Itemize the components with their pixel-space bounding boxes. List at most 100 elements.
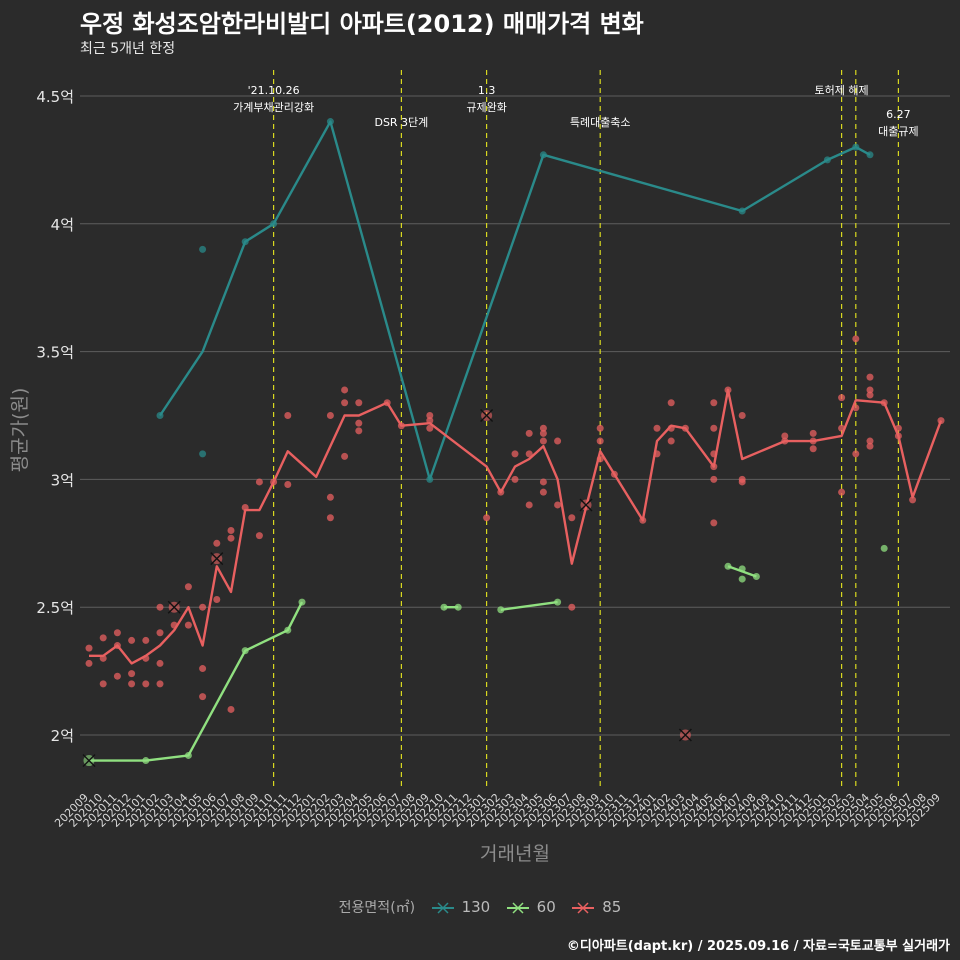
data-point-85 — [142, 654, 150, 662]
y-tick-label: 4억 — [51, 216, 74, 234]
data-point-85 — [426, 424, 434, 432]
event-label: 대출규제 — [878, 125, 918, 138]
data-point-85 — [866, 386, 874, 394]
data-point-85 — [355, 419, 363, 427]
event-label: DSR 3단계 — [374, 116, 428, 129]
legend-item-85: 85 — [570, 898, 621, 916]
data-point-85 — [809, 445, 817, 453]
data-point-85 — [568, 603, 576, 611]
data-point-85 — [284, 412, 292, 419]
data-point-60 — [880, 544, 888, 552]
data-point-85 — [539, 437, 547, 445]
data-point-85 — [128, 636, 136, 644]
data-point-130 — [241, 238, 249, 246]
data-point-130 — [823, 156, 831, 164]
source-caption: ©디아파트(dapt.kr) / 2025.09.16 / 자료=국토교통부 실… — [566, 939, 950, 954]
data-point-85 — [213, 596, 221, 604]
data-point-130 — [426, 475, 434, 483]
data-point-85 — [326, 412, 334, 419]
data-point-85 — [355, 399, 363, 407]
data-point-85 — [710, 519, 718, 527]
data-point-85 — [937, 417, 945, 425]
data-point-85 — [355, 427, 363, 435]
data-point-130 — [156, 412, 164, 419]
x-axis-title: 거래년월 — [480, 843, 550, 865]
data-point-85 — [667, 437, 675, 445]
chart-subtitle: 최근 5개년 한정 — [80, 41, 176, 57]
data-point-85 — [866, 373, 874, 381]
data-point-85 — [99, 654, 107, 662]
data-point-85 — [241, 504, 249, 512]
data-point-130 — [539, 151, 547, 159]
data-point-130 — [199, 245, 207, 253]
series-line-85 — [89, 388, 943, 665]
legend: 전용면적(㎡) 130 60 85 — [0, 897, 960, 917]
data-point-85 — [667, 424, 675, 432]
data-point-85 — [568, 514, 576, 522]
data-point-85 — [426, 412, 434, 419]
data-point-130 — [199, 450, 207, 458]
data-point-85 — [142, 636, 150, 644]
data-point-60 — [554, 598, 562, 606]
data-point-85 — [781, 432, 789, 440]
series-line-60 — [500, 600, 558, 611]
data-point-85 — [781, 437, 789, 445]
data-point-85 — [511, 450, 519, 458]
data-point-60 — [738, 565, 746, 573]
data-point-85 — [156, 659, 164, 667]
data-point-85 — [511, 475, 519, 483]
event-label: 1.3 — [478, 84, 496, 97]
data-point-85 — [866, 442, 874, 450]
data-point-85 — [227, 705, 235, 713]
data-point-85 — [255, 478, 263, 486]
data-point-85 — [85, 659, 93, 667]
data-point-85 — [724, 386, 732, 394]
data-point-85 — [653, 424, 661, 432]
data-point-60 — [497, 606, 505, 614]
data-point-85 — [710, 450, 718, 458]
data-point-85 — [341, 452, 349, 460]
data-point-85 — [681, 424, 689, 432]
data-point-85 — [710, 475, 718, 483]
y-tick-label: 4.5억 — [36, 88, 74, 106]
data-point-85 — [199, 603, 207, 611]
legend-key-130 — [431, 902, 454, 914]
data-point-85 — [99, 680, 107, 688]
legend-label-60: 60 — [536, 898, 556, 916]
data-point-85 — [852, 450, 860, 458]
data-point-85 — [156, 629, 164, 637]
legend-key-60 — [506, 902, 529, 914]
y-tick-label: 3.5억 — [36, 344, 74, 362]
data-point-85 — [639, 516, 647, 524]
data-point-85 — [525, 501, 533, 509]
data-point-85 — [539, 488, 547, 496]
data-point-85 — [284, 481, 292, 489]
data-point-85 — [596, 437, 604, 445]
series-line-130 — [159, 120, 871, 481]
y-tick-label: 3억 — [51, 471, 74, 489]
data-point-85 — [255, 532, 263, 540]
data-point-85 — [738, 478, 746, 486]
data-point-85 — [838, 394, 846, 402]
data-point-85 — [554, 501, 562, 509]
data-point-85 — [199, 693, 207, 701]
data-point-85 — [341, 386, 349, 394]
data-point-60 — [241, 647, 249, 655]
data-point-85 — [653, 450, 661, 458]
legend-title: 전용면적(㎡) — [338, 900, 416, 916]
y-axis-title: 평균가(원) — [9, 388, 31, 473]
data-point-85 — [99, 634, 107, 642]
data-point-85 — [809, 437, 817, 445]
data-point-85 — [539, 478, 547, 486]
data-point-85 — [710, 424, 718, 432]
cancelled-mark-60 — [82, 754, 96, 768]
data-point-85 — [341, 399, 349, 407]
data-point-85 — [852, 335, 860, 343]
data-point-60 — [724, 562, 732, 570]
event-label: 규제완화 — [466, 101, 506, 114]
data-point-85 — [227, 534, 235, 542]
data-point-60 — [440, 603, 448, 611]
data-point-85 — [199, 665, 207, 673]
cancelled-mark-85 — [579, 498, 593, 512]
